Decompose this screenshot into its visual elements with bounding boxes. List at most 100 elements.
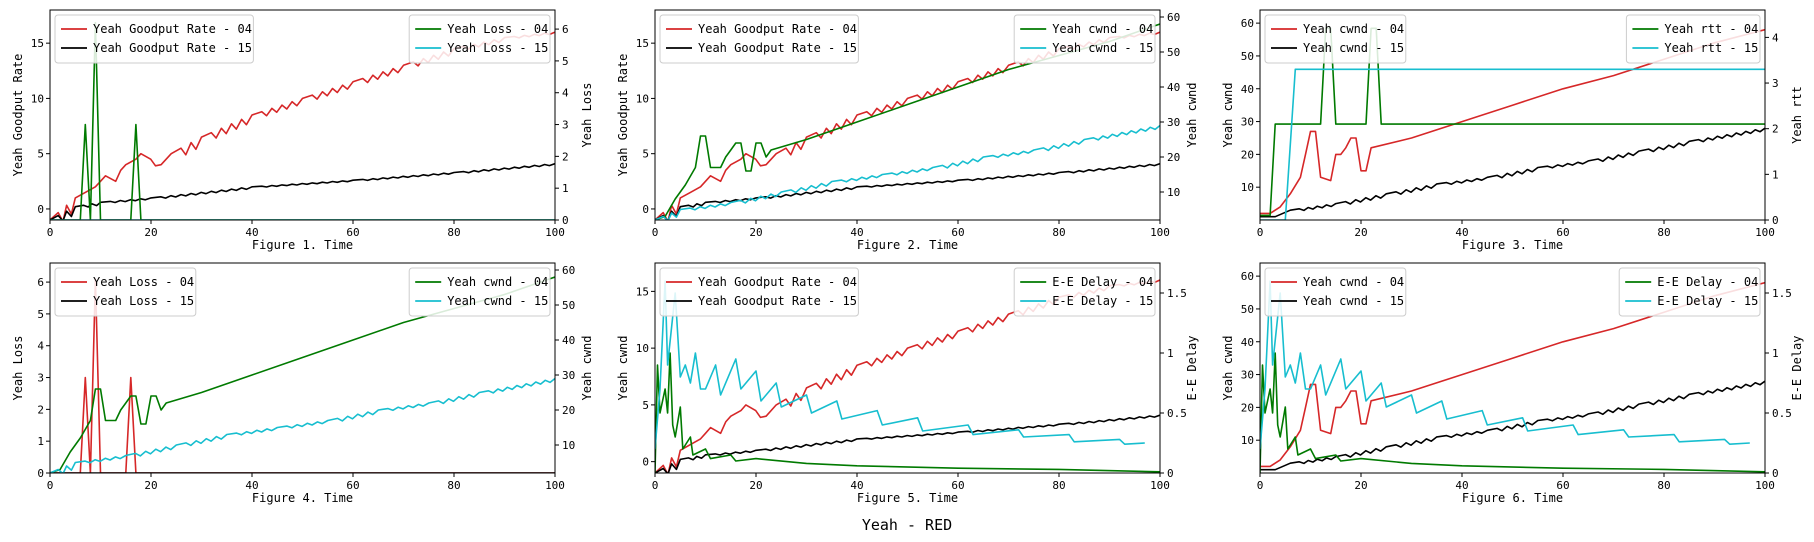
axes-frame [49,9,556,221]
plot-area [1260,280,1765,473]
x-tick-label: 40 [1455,226,1468,239]
legend-upper-right: E-E Delay - 04 E-E Delay - 15 [1618,267,1761,317]
series-line-green [655,23,1160,220]
series-line-green [50,276,555,473]
left-y-tick-label: 6 [37,276,44,289]
x-tick-label: 100 [1150,479,1170,492]
legend-entry: Yeah Goodput Rate - 15 [698,294,857,308]
legend-box [1264,267,1407,317]
x-tick-label: 40 [850,479,863,492]
legend-entry: Yeah Loss - 15 [447,41,548,55]
right-y-tick-label: 1.5 [1772,287,1792,300]
right-y-tick-label: 60 [1167,11,1180,24]
x-tick-label: 0 [652,479,659,492]
legend-entry: E-E Delay - 04 [1657,275,1758,289]
left-y-tick-label: 10 [636,92,649,105]
x-tick-label: 40 [245,226,258,239]
left-y-axis-label: Yeah Loss [11,335,25,400]
x-tick-label: 60 [346,226,359,239]
left-y-tick-label: 5 [37,148,44,161]
right-y-tick-label: 2 [562,150,569,163]
left-y-tick-label: 0 [642,456,649,469]
x-tick-label: 40 [1455,479,1468,492]
x-axis-label: Figure 5. Time [857,491,958,505]
legend-entry: Yeah Goodput Rate - 04 [93,22,252,36]
axes-frame [654,9,1161,221]
x-tick-label: 100 [545,226,565,239]
legend-entry: Yeah cwnd - 04 [1052,22,1153,36]
right-y-tick-label: 4 [1772,31,1779,44]
left-y-tick-label: 0 [37,467,44,480]
x-tick-label: 60 [951,226,964,239]
right-y-tick-label: 1 [1772,168,1779,181]
right-y-tick-label: 60 [562,264,575,277]
left-y-tick-label: 1 [37,435,44,448]
x-tick-label: 100 [545,479,565,492]
legend-entry: Yeah Goodput Rate - 04 [698,275,857,289]
right-y-tick-label: 1 [562,182,569,195]
legend-box [1013,14,1156,64]
left-y-tick-label: 15 [636,285,649,298]
legend-entry: Yeah cwnd - 15 [1303,41,1404,55]
legend-upper-left: Yeah Goodput Rate - 04 Yeah Goodput Rate … [659,14,859,64]
left-y-axis-label: Yeah Goodput Rate [11,54,25,177]
right-y-tick-label: 40 [1167,81,1180,94]
legend-box [1618,267,1761,317]
x-tick-label: 20 [144,226,157,239]
right-y-tick-label: 6 [562,23,569,36]
legend-box [408,14,551,64]
series-line-cyan [1260,68,1765,220]
left-y-tick-label: 20 [1241,148,1254,161]
x-tick-label: 60 [346,479,359,492]
x-tick-label: 20 [144,479,157,492]
right-y-tick-label: 30 [1167,116,1180,129]
legend-entry: Yeah Goodput Rate - 15 [698,41,857,55]
x-tick-label: 80 [1052,226,1065,239]
right-y-tick-label: 4 [562,87,569,100]
legend-entry: Yeah Loss - 15 [93,294,194,308]
legend-upper-right: Yeah cwnd - 04 Yeah cwnd - 15 [408,267,551,317]
x-tick-label: 20 [1354,226,1367,239]
left-y-tick-label: 5 [37,308,44,321]
left-y-tick-label: 10 [1241,181,1254,194]
x-tick-label: 0 [47,479,54,492]
x-tick-label: 0 [1257,226,1264,239]
left-y-tick-label: 15 [636,37,649,50]
x-tick-label: 20 [749,226,762,239]
figure-suptitle: Yeah - RED [861,516,953,534]
right-y-tick-label: 0 [1772,467,1779,480]
legend-upper-left: Yeah Goodput Rate - 04 Yeah Goodput Rate … [54,14,254,64]
left-y-tick-label: 30 [1241,369,1254,382]
right-y-tick-label: 2 [1772,123,1779,136]
left-y-tick-label: 50 [1241,303,1254,316]
right-y-tick-label: 1 [1167,347,1174,360]
left-y-tick-label: 10 [636,342,649,355]
right-y-axis-label: Yeah cwnd [580,335,594,400]
legend-box [408,267,551,317]
legend-entry: Yeah rtt - 15 [1664,41,1758,55]
right-y-tick-label: 1.5 [1167,287,1187,300]
subplot-2: 0 20 40 60 80 100 Figure 2. Time 0 5 10 15 Yeah Goo… [616,9,1199,252]
series-line-cyan [1260,280,1750,450]
x-tick-label: 60 [1556,226,1569,239]
right-y-tick-label: 0 [562,214,569,227]
series-line-cyan [655,124,1160,220]
series-line-black [50,162,555,220]
legend-box [1264,14,1407,64]
left-y-tick-label: 40 [1241,336,1254,349]
left-y-tick-label: 4 [37,340,44,353]
axes-frame [654,262,1161,474]
series-line-black [1260,380,1765,471]
x-tick-label: 0 [47,226,54,239]
legend-entry: Yeah cwnd - 15 [1303,294,1404,308]
left-y-tick-label: 30 [1241,116,1254,129]
x-axis-label: Figure 2. Time [857,238,958,252]
left-y-tick-label: 2 [37,403,44,416]
plot-area [50,276,555,473]
x-axis-label: Figure 6. Time [1462,491,1563,505]
legend-upper-left: Yeah Loss - 04 Yeah Loss - 15 [54,267,197,317]
left-y-tick-label: 5 [642,148,649,161]
legend-entry: Yeah Goodput Rate - 15 [93,41,252,55]
axes-frame [1259,262,1766,474]
